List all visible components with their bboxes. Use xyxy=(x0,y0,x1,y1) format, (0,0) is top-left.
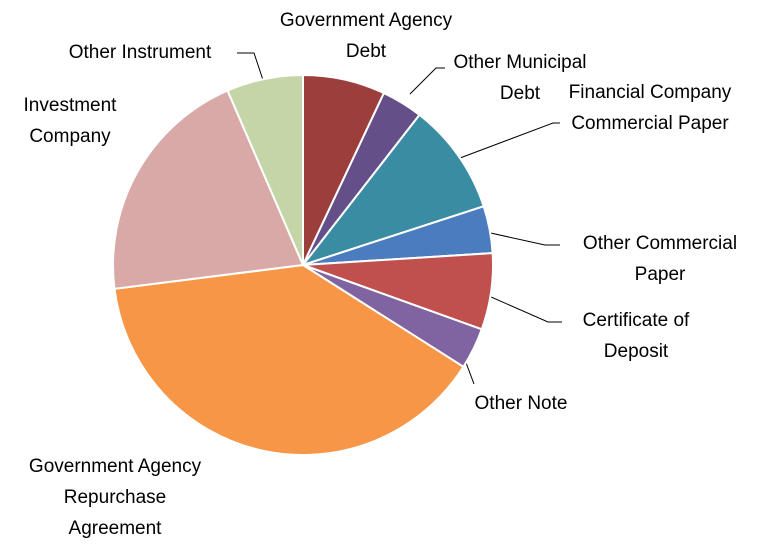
pie-slice xyxy=(113,263,465,456)
leader-line xyxy=(459,122,560,159)
slice-label: Other Note xyxy=(474,393,568,414)
leader-line xyxy=(485,231,560,246)
slice-label: Other Instrument xyxy=(68,42,212,63)
leader-line xyxy=(481,292,562,323)
pie-slice xyxy=(226,73,304,266)
slice-label: Financial Company Commercial Paper xyxy=(568,82,732,134)
slice-label: Certificate of Deposit xyxy=(582,310,690,362)
slice-label: Government Agency Debt xyxy=(279,10,453,62)
slice-label: Government Agency Repurchase Agreement xyxy=(28,456,202,539)
pie-slice xyxy=(300,113,485,267)
leader-line xyxy=(409,67,445,95)
pie-slice xyxy=(112,89,305,290)
slice-label: Other Municipal Debt xyxy=(453,52,587,104)
slice-label: Other Commercial Paper xyxy=(582,233,738,285)
leader-line xyxy=(237,52,264,81)
slice-label: Investment Company xyxy=(23,95,117,147)
